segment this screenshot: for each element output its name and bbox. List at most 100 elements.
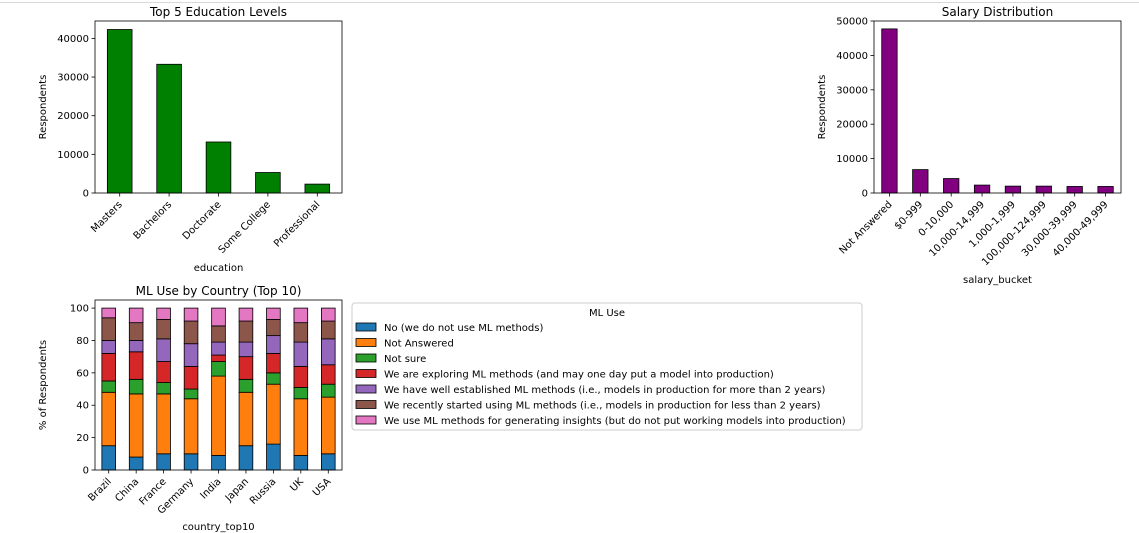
bar-brazil-series-1	[101, 445, 116, 471]
bar-india-series-7	[211, 307, 226, 327]
x-tick-label: Japan	[223, 476, 251, 504]
chart-title: Salary Distribution	[942, 5, 1054, 19]
y-tick-label: 20	[76, 433, 89, 444]
bar-usa-series-3	[321, 383, 336, 398]
x-tick-label: Bachelors	[132, 199, 175, 242]
bar-germany-series-3	[183, 388, 199, 400]
x-axis-label: country_top10	[182, 522, 254, 533]
x-tick-label: Russia	[248, 476, 279, 507]
bar-6	[1035, 185, 1052, 194]
bar-usa-series-5	[321, 338, 336, 366]
bar-russia-series-1	[266, 443, 281, 471]
y-axis-label: % of Respondents	[38, 340, 49, 430]
legend-entry: We have well established ML methods (i.e…	[384, 385, 826, 396]
bar-7	[1066, 186, 1083, 194]
bar-brazil-series-4	[101, 353, 116, 382]
legend-entry: We use ML methods for generating insight…	[384, 416, 846, 427]
legend-swatch	[355, 322, 377, 332]
chart-title: ML Use by Country (Top 10)	[136, 284, 302, 298]
y-tick-label: 60	[76, 368, 89, 379]
bar-8	[1097, 186, 1114, 194]
bar-france-series-7	[156, 307, 171, 320]
x-axis-label: salary_bucket	[963, 275, 1032, 286]
bar-brazil-series-7	[101, 307, 116, 319]
bar-5	[304, 183, 331, 194]
y-tick-label: 40	[76, 401, 89, 412]
y-axis-label: Respondents	[38, 75, 49, 140]
bar-china-series-5	[128, 340, 144, 353]
bar-uk-series-3	[293, 387, 309, 400]
bar-japan-series-3	[238, 378, 254, 393]
bar-uk-series-6	[293, 322, 309, 343]
bar-brazil-series-2	[101, 391, 116, 447]
legend-swatch	[355, 384, 377, 394]
bar-india-series-5	[211, 341, 226, 356]
bar-china-series-1	[128, 456, 144, 471]
bar-1	[106, 29, 133, 194]
bar-japan-series-4	[238, 356, 254, 380]
bar-france-series-2	[156, 393, 171, 455]
bar-russia-series-6	[266, 319, 281, 337]
bar-2	[912, 169, 929, 194]
legend-swatch	[355, 415, 377, 425]
bar-china-series-6	[128, 322, 144, 341]
bar-france-series-6	[156, 319, 171, 340]
legend-box	[351, 302, 863, 431]
bar-germany-series-4	[183, 365, 199, 390]
bar-japan-series-6	[238, 320, 254, 343]
bar-russia-series-7	[266, 307, 281, 320]
y-tick-label: 10000	[57, 150, 89, 161]
bar-4	[255, 172, 281, 194]
bar-uk-series-2	[293, 398, 309, 456]
bar-3	[205, 141, 232, 194]
y-tick-label: 100	[70, 304, 89, 315]
chart-title: Top 5 Education Levels	[149, 5, 287, 19]
x-tick-label: USA	[311, 476, 334, 499]
y-axis-label: Respondents	[817, 75, 828, 140]
bar-brazil-series-6	[101, 317, 116, 341]
x-tick-label: Not Answered	[837, 199, 894, 256]
bar-china-series-2	[128, 393, 144, 458]
y-tick-label: 30000	[57, 73, 89, 84]
bar-usa-series-7	[321, 307, 336, 322]
bar-uk-series-7	[293, 307, 309, 324]
x-tick-label: Brazil	[86, 476, 114, 504]
plot-frame	[873, 20, 1122, 194]
x-axis-label: education	[194, 263, 244, 274]
bar-usa-series-6	[321, 320, 336, 340]
bar-india-series-1	[211, 455, 226, 471]
bar-uk-series-4	[293, 365, 309, 388]
bar-russia-series-2	[266, 383, 281, 445]
x-tick-label: UK	[288, 476, 306, 494]
bar-usa-series-2	[321, 396, 336, 455]
x-tick-label: Professional	[272, 199, 322, 249]
bar-3	[943, 178, 960, 194]
y-tick-label: 80	[76, 336, 89, 347]
legend-entry: Not Answered	[384, 339, 454, 350]
bar-brazil-series-3	[101, 380, 116, 393]
x-tick-label: India	[198, 476, 223, 501]
bar-germany-series-2	[183, 398, 199, 455]
bar-china-series-7	[128, 307, 144, 324]
legend-swatch	[355, 400, 377, 409]
bar-russia-series-5	[266, 335, 281, 354]
bar-4	[973, 184, 991, 194]
top-divider	[0, 2, 1139, 3]
bar-1	[881, 28, 898, 194]
bar-uk-series-5	[293, 341, 309, 367]
bar-usa-series-4	[321, 364, 336, 385]
bar-france-series-3	[156, 382, 171, 395]
y-tick-label: 0	[862, 189, 868, 200]
x-tick-label: Masters	[89, 199, 125, 235]
bar-india-series-3	[211, 361, 226, 377]
chart-1: 0 10000 20000 30000 40000 Masters Bachelors Doc…	[38, 5, 343, 274]
bar-germany-series-5	[183, 343, 199, 367]
x-tick-label: 10,000-14,999	[927, 199, 987, 259]
y-tick-label: 40000	[57, 34, 89, 45]
x-tick-label: Some College	[217, 199, 273, 255]
bar-usa-series-1	[321, 453, 336, 471]
bar-france-series-5	[156, 338, 171, 362]
x-tick-label: 40,000-49,999	[1051, 199, 1111, 259]
